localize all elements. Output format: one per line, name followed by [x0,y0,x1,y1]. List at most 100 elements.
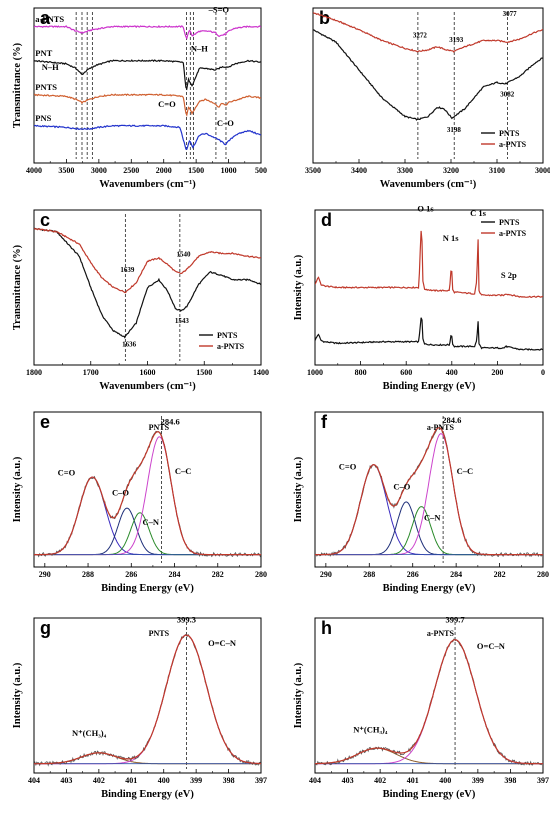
plot-area [34,622,261,769]
x-tick-label: 400 [439,776,451,785]
fit-peak [34,436,261,556]
x-tick-label: 600 [400,368,412,377]
panel-letter-g: g [40,618,51,638]
x-tick-label: 1600 [140,368,156,377]
annotation-label: 284.6 [161,416,180,426]
annotation-label: C–N [142,517,159,527]
x-axis-label: Binding Energy (eV) [101,583,194,594]
x-tick-label: 282 [212,570,224,579]
annotation-label: N⁺(CH₃)₄ [353,725,388,735]
y-axis-label: Intensity (a.u.) [12,662,23,728]
annotation-label: PNS [35,113,51,123]
x-axis-label: Binding Energy (eV) [101,789,194,800]
x-tick-label: 2000 [156,166,172,175]
plot-frame [33,7,262,164]
x-tick-label: 399 [472,776,484,785]
legend-entry: a-PNTS [499,229,527,238]
peak-position-label: 3198 [447,126,462,134]
panel-a: a 4000 3500 3000 2500 2000 1500 1000 500 Wavenumb… [12,5,267,190]
panel-c: c 1800 1700 1600 1500 1400 Wavenumbers (cm⁻¹) T… [12,209,269,392]
x-tick-label: 280 [537,570,549,579]
panel-h: h 404 403 402 401 400 399 398 397 Binding Energy … [293,615,549,800]
legend-entry: PNTS [217,331,238,340]
x-tick-label: 3400 [351,166,367,175]
x-tick-label: 0 [541,368,545,377]
panel-letter-f: f [321,412,328,432]
peak-position-label: 1636 [122,340,137,348]
annotation-label: C=O [58,468,76,478]
annotation-label: –S=O [208,5,230,15]
fit-envelope [34,431,261,556]
x-axis-label: Binding Energy (eV) [383,583,476,594]
y-axis-label: Intensity (a.u.) [293,456,304,522]
plot-area [34,12,261,159]
x-tick-label: 402 [93,776,105,785]
x-axis-label: Wavenumbers (cm⁻¹) [99,381,196,392]
legend-entry: PNTS [499,218,520,227]
annotation-label: C–N [424,513,441,523]
peak-position-label: 3082 [500,90,515,98]
annotation-label: PNT [35,48,52,58]
annotation-label: N⁺(CH₃)₄ [72,728,107,738]
plot-area [315,416,543,563]
x-tick-label: 399 [190,776,202,785]
annotation-label: S 2p [501,270,517,280]
x-tick-label: 288 [363,570,375,579]
plot-area [34,214,261,361]
annotation-label: C–C [175,466,192,476]
x-tick-label: 3100 [489,166,505,175]
y-axis-label: Intensity (a.u.) [12,456,23,522]
annotation-label: N–H [42,62,59,72]
series-line-pns [34,124,261,151]
annotation-label: O=C–N [208,638,237,648]
series-line-pnt [34,59,261,91]
series-line-pnts [34,227,261,339]
x-tick-label: 286 [407,570,419,579]
x-tick-label: 1400 [253,368,269,377]
y-axis-label: Transmittance (%) [12,42,23,128]
x-axis-label: Wavenumbers (cm⁻¹) [99,179,196,190]
x-tick-label: 290 [320,570,332,579]
x-tick-label: 1700 [83,368,99,377]
panel-d: d 1000 800 600 400 200 0 Binding Energy (eV) Int… [293,204,545,392]
x-tick-label: 404 [28,776,40,785]
annotation-label: 399.7 [445,615,465,625]
plot-frame [314,617,544,774]
plot-frame [33,411,262,568]
series-line-pnts [34,93,261,117]
panel-f: f 290 288 286 284 282 280 Binding Energy (eV) In… [293,411,549,594]
peak-position-label: 3077 [503,10,518,18]
x-tick-label: 400 [446,368,458,377]
x-tick-label: 397 [255,776,267,785]
annotation-label: 399.3 [177,615,196,625]
x-tick-label: 280 [255,570,267,579]
legend-entry: a-PNTS [499,140,527,149]
x-tick-label: 3000 [535,166,550,175]
x-tick-label: 4000 [26,166,42,175]
x-axis-label: Binding Energy (eV) [383,381,476,392]
x-tick-label: 1500 [196,368,212,377]
x-tick-label: 288 [82,570,94,579]
x-tick-label: 500 [255,166,267,175]
x-tick-label: 401 [125,776,137,785]
x-tick-label: 1800 [26,368,42,377]
x-tick-label: 3300 [397,166,413,175]
legend: PNTS a-PNTS [199,331,245,351]
x-tick-label: 401 [407,776,419,785]
annotation-label: N 1s [443,233,460,243]
x-tick-label: 1500 [188,166,204,175]
x-tick-label: 404 [309,776,321,785]
series-line-a-pnts [34,25,261,41]
x-tick-label: 286 [125,570,137,579]
y-axis-label: Intensity (a.u.) [293,662,304,728]
panel-letter-c: c [40,210,50,230]
series-line-pnts [313,29,543,121]
annotation-label: C–O [393,482,410,492]
panel-letter-e: e [40,412,50,432]
x-tick-label: 284 [450,570,462,579]
legend: PNTS a-PNTS [481,218,527,238]
annotation-label: O=C–N [477,641,506,651]
annotation-label: C–O [217,118,234,128]
panel-g: g 404 403 402 401 400 399 398 397 Binding Energy … [12,615,267,800]
x-tick-label: 403 [60,776,72,785]
